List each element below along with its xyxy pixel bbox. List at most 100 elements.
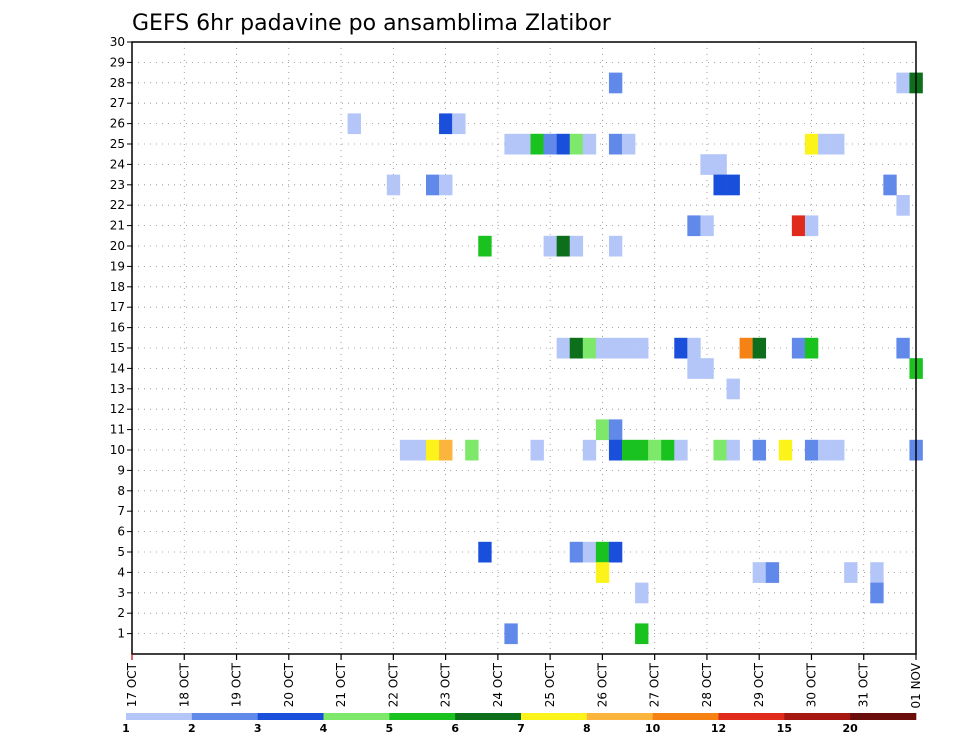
data-cell: [818, 133, 832, 155]
x-tick-label: 20 OCT: [282, 662, 296, 707]
data-cell: [622, 439, 636, 461]
y-tick-label: 19: [110, 259, 125, 273]
data-cell: [700, 154, 714, 175]
color-legend: 1 2 3 4 5 6 7 8 10 12 15 20: [122, 713, 917, 735]
legend-swatch: [718, 713, 785, 720]
data-cell: [752, 562, 767, 583]
x-tick-label: 26 OCT: [595, 662, 609, 707]
data-cell: [582, 541, 597, 563]
legend-label: 10: [645, 722, 661, 735]
legend-label: 4: [320, 722, 328, 735]
legend-swatch: [586, 713, 653, 720]
data-cell: [713, 439, 727, 461]
legend-label: 5: [386, 722, 394, 735]
legend-label: 20: [843, 722, 859, 735]
data-cell: [439, 113, 453, 135]
x-tick-label: 01 NOV: [909, 662, 923, 708]
data-cell: [831, 439, 845, 461]
data-cell: [595, 337, 610, 359]
y-tick-label: 27: [110, 96, 125, 110]
data-cell: [622, 337, 636, 359]
y-tick-label: 7: [117, 504, 125, 518]
data-cell: [791, 215, 806, 237]
data-cell: [426, 174, 440, 196]
data-cell: [386, 174, 401, 196]
y-tick-label: 24: [110, 157, 125, 171]
data-cell: [687, 215, 701, 237]
data-cell: [674, 337, 688, 359]
y-tick-label: 1: [117, 627, 125, 641]
legend-swatch: [652, 713, 719, 720]
x-tick-label: 31 OCT: [857, 662, 871, 707]
legend-swatch: [455, 713, 522, 720]
data-cell: [896, 337, 910, 359]
data-cell: [426, 439, 440, 461]
data-cell: [831, 133, 845, 155]
y-tick-label: 29: [110, 55, 125, 69]
data-cell: [804, 337, 819, 359]
y-tick-label: 12: [110, 402, 125, 416]
data-cell: [543, 235, 557, 257]
data-cell: [687, 358, 701, 379]
data-cell: [608, 439, 623, 461]
data-cell: [439, 174, 453, 196]
legend-swatch: [389, 713, 456, 720]
y-tick-label: 14: [110, 361, 125, 375]
data-cell: [595, 541, 610, 563]
data-cell: [582, 133, 597, 155]
data-cell: [713, 174, 727, 196]
data-cell: [870, 562, 884, 583]
x-axis: 17 OCT 18 OCT 19 OCT 20 OCT 21 OCT 22 OCT 23 O…: [125, 654, 923, 709]
x-tick-label: 27 OCT: [648, 662, 662, 707]
y-tick-label: 22: [110, 198, 125, 212]
data-cell: [543, 133, 557, 155]
data-cell: [582, 439, 597, 461]
data-cell: [896, 72, 910, 94]
data-cell: [804, 439, 819, 461]
data-cells: [347, 72, 923, 645]
y-tick-label: 8: [117, 484, 125, 498]
data-cell: [635, 623, 649, 645]
data-cell: [504, 133, 518, 155]
data-cell: [778, 439, 793, 461]
data-cell: [661, 439, 675, 461]
data-cell: [556, 133, 571, 155]
data-cell: [752, 337, 767, 359]
x-tick-label: 23 OCT: [439, 662, 453, 707]
y-tick-label: 20: [110, 239, 125, 253]
data-cell: [687, 337, 701, 359]
data-cell: [726, 439, 740, 461]
data-cell: [870, 582, 884, 604]
data-cell: [452, 113, 466, 135]
legend-swatch: [257, 713, 324, 720]
y-tick-label: 10: [110, 443, 125, 457]
y-axis: 1234567891011121314151617181920212223242…: [110, 35, 132, 641]
y-tick-label: 4: [117, 565, 125, 579]
data-cell: [465, 439, 479, 461]
y-tick-label: 3: [117, 586, 125, 600]
x-tick-label: 18 OCT: [177, 662, 191, 707]
data-cell: [700, 358, 714, 379]
data-cell: [896, 195, 910, 216]
data-cell: [765, 562, 780, 583]
data-cell: [530, 133, 544, 155]
data-cell: [804, 215, 819, 237]
legend-label: 3: [254, 722, 262, 735]
data-cell: [556, 337, 571, 359]
data-cell: [504, 623, 518, 645]
y-tick-label: 6: [117, 525, 125, 539]
data-cell: [478, 235, 492, 257]
data-cell: [595, 419, 610, 441]
y-tick-label: 30: [110, 35, 125, 49]
data-cell: [569, 133, 584, 155]
y-tick-label: 5: [117, 545, 125, 559]
y-tick-label: 26: [110, 117, 125, 131]
data-cell: [622, 133, 636, 155]
data-cell: [595, 562, 610, 583]
data-cell: [635, 439, 649, 461]
data-cell: [582, 337, 597, 359]
data-cell: [399, 439, 414, 461]
x-tick-label: 28 OCT: [700, 662, 714, 707]
data-cell: [648, 439, 662, 461]
legend-swatch: [323, 713, 390, 720]
